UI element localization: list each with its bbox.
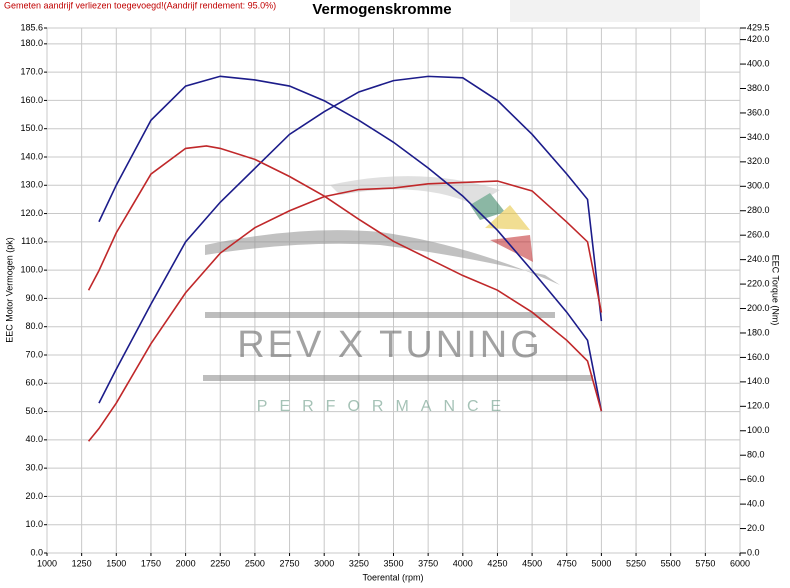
logo-segment	[470, 193, 505, 220]
y-tick-label: 90.0	[25, 293, 43, 303]
y-tick-label: 30.0	[25, 463, 43, 473]
logo-segment	[490, 235, 533, 262]
y-tick-label: 20.0	[25, 491, 43, 501]
logo-stripe	[205, 312, 555, 318]
y-axis-label: EEC Motor Vermogen (pk)	[4, 237, 14, 343]
y2-tick-label: 60.0	[747, 474, 765, 484]
watermark-subtitle: PERFORMANCE	[257, 398, 513, 415]
y-tick-label: 170.0	[20, 67, 43, 77]
x-tick-label: 3750	[418, 558, 438, 568]
y-tick-label: 0.0	[30, 547, 43, 557]
x-axis-label: Toerental (rpm)	[362, 572, 423, 582]
x-tick-label: 5750	[695, 558, 715, 568]
x-tick-label: 2250	[210, 558, 230, 568]
y-tick-label: 70.0	[25, 349, 43, 359]
y2-tick-label: 20.0	[747, 523, 765, 533]
y-tick-label: 130.0	[20, 180, 43, 190]
y-tick-label: 100.0	[20, 265, 43, 275]
x-tick-label: 5250	[626, 558, 646, 568]
y-tick-label: 40.0	[25, 434, 43, 444]
y2-tick-label: 80.0	[747, 450, 765, 460]
x-tick-label: 4500	[522, 558, 542, 568]
x-tick-label: 2000	[176, 558, 196, 568]
y2-tick-label: 100.0	[747, 425, 770, 435]
x-tick-label: 1000	[37, 558, 57, 568]
y-tick-label: 180.0	[20, 38, 43, 48]
y2-tick-label: 300.0	[747, 181, 770, 191]
x-tick-label: 4750	[557, 558, 577, 568]
y-tick-label: 160.0	[20, 95, 43, 105]
y-tick-label: 80.0	[25, 321, 43, 331]
y2-tick-label: 360.0	[747, 107, 770, 117]
y2-tick-label: 320.0	[747, 156, 770, 166]
x-tick-label: 3250	[349, 558, 369, 568]
y2-tick-label: 120.0	[747, 401, 770, 411]
x-tick-label: 6000	[730, 558, 750, 568]
logo-segment	[485, 205, 530, 230]
y2-tick-label: 400.0	[747, 58, 770, 68]
logo-car	[205, 230, 560, 285]
x-tick-label: 5000	[591, 558, 611, 568]
y2-tick-label: 380.0	[747, 83, 770, 93]
x-tick-label: 1250	[72, 558, 92, 568]
x-tick-label: 4000	[453, 558, 473, 568]
notice: Gemeten aandrijf verliezen toegevoegd!(A…	[4, 0, 276, 10]
series-line	[98, 75, 603, 404]
x-tick-label: 3500	[383, 558, 403, 568]
y-tick-label: 50.0	[25, 406, 43, 416]
y2-tick-label: 0.0	[747, 547, 760, 557]
watermark-title: REV X TUNING	[237, 324, 543, 366]
series-line	[87, 180, 603, 442]
y-tick-label: 150.0	[20, 123, 43, 133]
y2-tick-label: 280.0	[747, 205, 770, 215]
header-box	[510, 0, 700, 22]
x-tick-label: 1500	[106, 558, 126, 568]
y-tick-label: 120.0	[20, 208, 43, 218]
y-tick-label: 10.0	[25, 519, 43, 529]
y2-tick-label: 140.0	[747, 376, 770, 386]
y2-tick-label: 240.0	[747, 254, 770, 264]
series-line	[98, 75, 603, 412]
y2-tick-label: 420.0	[747, 34, 770, 44]
y-tick-label: 110.0	[21, 236, 43, 246]
series-line	[87, 145, 603, 412]
x-tick-label: 2750	[280, 558, 300, 568]
chart-title: Vermogenskromme	[312, 1, 451, 18]
x-tick-label: 4250	[487, 558, 507, 568]
y2-tick-label: 260.0	[747, 230, 770, 240]
y2-tick-label: 160.0	[747, 352, 770, 362]
y-tick-label: 185.6	[20, 22, 43, 32]
x-tick-label: 5500	[661, 558, 681, 568]
y2-tick-label: 429.5	[747, 22, 770, 32]
x-tick-label: 2500	[245, 558, 265, 568]
y-tick-label: 60.0	[25, 378, 43, 388]
y2-tick-label: 200.0	[747, 303, 770, 313]
y2-tick-label: 180.0	[747, 327, 770, 337]
logo-stripe	[203, 375, 593, 381]
y2-axis-label: EEC Torque (Nm)	[771, 255, 781, 326]
y2-tick-label: 40.0	[747, 498, 765, 508]
x-tick-label: 1750	[141, 558, 161, 568]
y2-tick-label: 220.0	[747, 278, 770, 288]
y2-tick-label: 340.0	[747, 132, 770, 142]
x-tick-label: 3000	[314, 558, 334, 568]
y-tick-label: 140.0	[20, 151, 43, 161]
